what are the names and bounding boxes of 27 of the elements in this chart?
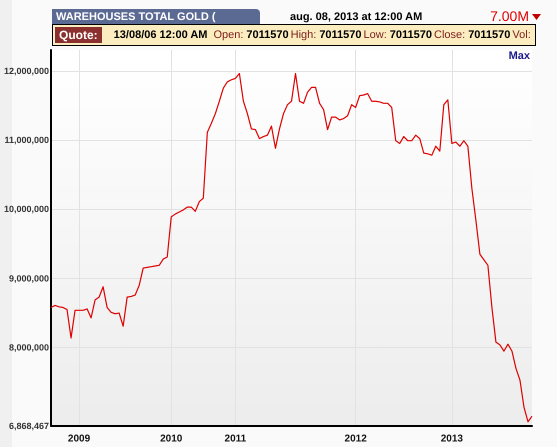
text: High: [290,29,316,41]
y-tick-label: 11,000,000 [4,134,49,145]
text: 7011570 [319,29,362,41]
text: 7011570 [468,29,510,41]
x-tick-label: 2010 [160,434,183,444]
y-tick-label: 10,000,000 [4,204,49,214]
text: 7.00M [490,7,529,25]
text: Open: [213,29,244,41]
x-tick-label: 2009 [68,434,91,444]
y-tick-label: 12,000,000 [4,66,49,76]
y-tick-label: 8,000,000 [8,342,49,353]
text: aug. 08, 2013 at 12:00 AM [290,10,422,25]
text: 7011570 [246,29,289,41]
x-tick-label: 2012 [344,434,368,444]
text: Close: [434,29,466,41]
text: 13/08/06 12:00 AM [114,29,208,41]
text: Vol: [512,29,531,41]
y-tick-label: 9,000,000 [8,273,49,284]
chart-title: WAREHOUSES TOTAL GOLD ( [52,9,260,25]
y-tick-label: 6,868,467 [8,421,49,431]
text: 7011570 [390,29,432,41]
text: Quote: [55,27,102,43]
annotation: Max [508,50,530,62]
x-tick-label: 2011 [224,434,247,444]
line-series [50,72,533,422]
x-tick-label: 2013 [440,434,464,444]
text: Low: [364,29,387,41]
